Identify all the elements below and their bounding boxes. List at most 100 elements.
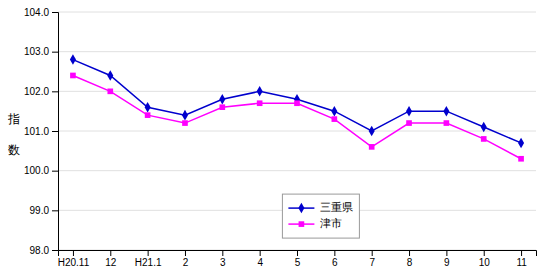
x-tick-mark [521,250,522,256]
x-tick-label: 12 [105,257,117,268]
y-axis: 98.0 99.0 100.0 101.0 102.0 103.0 104.0 [24,7,59,256]
series-line [73,75,521,158]
x-tick: 8 [407,250,413,268]
x-tick-label: 11 [516,257,527,268]
x-tick: 9 [444,250,450,268]
x-axis-line [59,251,537,257]
x-tick: 2 [183,250,189,268]
series-marker [182,110,188,121]
y-axis-title: 数 [8,143,20,157]
x-tick-mark [185,250,186,256]
x-tick-label: 6 [332,257,338,268]
x-tick-mark [297,250,298,256]
marks [70,54,524,161]
y-axis-title: 指 [7,112,20,126]
y-tick: 100.0 [24,165,58,176]
x-tick-label: 2 [183,257,189,268]
series-marker [481,136,487,142]
x-tick-mark [409,250,410,256]
legend-marker [298,203,304,214]
x-tick: 5 [295,250,301,268]
y-tick-label: 104.0 [24,7,49,18]
x-tick: 12 [105,250,117,268]
series-marker [182,120,188,126]
legend: 三重県津市 [282,194,359,238]
legend-label: 津市 [320,217,342,230]
y-tick-mark [52,52,58,53]
series-marker [70,73,76,79]
series-marker [444,120,450,126]
series-marker [107,89,113,95]
series-line [73,60,521,143]
y-tick-label: 101.0 [24,126,49,137]
x-tick: 7 [369,250,375,268]
y-tick-mark [52,12,58,13]
series-marker [257,86,263,97]
x-tick: 3 [220,250,226,268]
series-marker [145,102,151,113]
series-marker [145,112,151,118]
y-tick-mark [52,250,58,251]
y-tick-mark [52,131,58,132]
legend-box [282,194,359,238]
series-marker [406,120,412,126]
x-tick-mark [110,250,111,256]
legend-marker [299,221,305,227]
chart: 98.0 99.0 100.0 101.0 102.0 103.0 104.0 H20.11 1… [0,0,551,278]
x-tick-mark [73,250,74,256]
x-tick: H20.11 [58,250,90,268]
grid-line [58,170,536,171]
series-marker [219,94,225,105]
x-tick: 6 [332,250,338,268]
series-marker [70,54,76,65]
y-tick: 101.0 [24,126,58,137]
x-tick-mark [446,250,447,256]
plot: 98.0 99.0 100.0 101.0 102.0 103.0 104.0 H20.11 1… [24,7,537,268]
x-tick-label: 8 [407,257,413,268]
y-tick-mark [52,91,58,92]
x-tick-label: H21.1 [135,257,162,268]
x-tick-mark [148,250,149,256]
x-tick-label: 3 [220,257,226,268]
series-marker [331,106,337,117]
grid-line [58,51,536,52]
x-tick-label: 7 [369,257,375,268]
x-tick-label: 5 [295,257,301,268]
x-tick-label: H20.11 [58,257,90,268]
x-tick-mark [222,250,223,256]
y-tick-mark [52,171,58,172]
y-tick: 98.0 [30,245,58,256]
x-tick-mark [484,250,485,256]
x-tick-label: 9 [444,257,450,268]
series-marker [257,100,263,106]
y-tick-label: 103.0 [24,46,49,57]
series-marker [369,126,375,137]
x-tick-mark [334,250,335,256]
y-tick-label: 98.0 [30,245,50,256]
x-tick: 10 [479,250,491,268]
y-tick-label: 100.0 [24,165,49,176]
x-tick-label: 10 [479,257,491,268]
series-marker [369,144,375,150]
y-tick: 102.0 [24,86,58,97]
x-tick-mark [260,250,261,256]
y-tick: 99.0 [30,205,58,216]
series-marker [481,122,487,133]
y-tick-label: 99.0 [30,205,50,216]
y-axis-line [52,13,59,251]
x-tick-label: 4 [257,257,263,268]
x-tick: H21.1 [135,250,162,268]
series-marker [219,104,225,110]
series-marker [294,100,300,106]
grid [58,12,536,250]
series-marker [443,106,449,117]
x-tick-mark [372,250,373,256]
series-marker [332,116,338,122]
legend-label: 三重県 [320,201,353,214]
y-tick: 103.0 [24,46,58,57]
x-tick: 4 [257,250,263,268]
series-marker [518,156,524,162]
x-axis: H20.11 12 H21.1 2 3 4 5 6 7 8 9 10 11 [58,250,537,268]
y-tick-label: 102.0 [24,86,49,97]
grid-line [58,12,536,13]
